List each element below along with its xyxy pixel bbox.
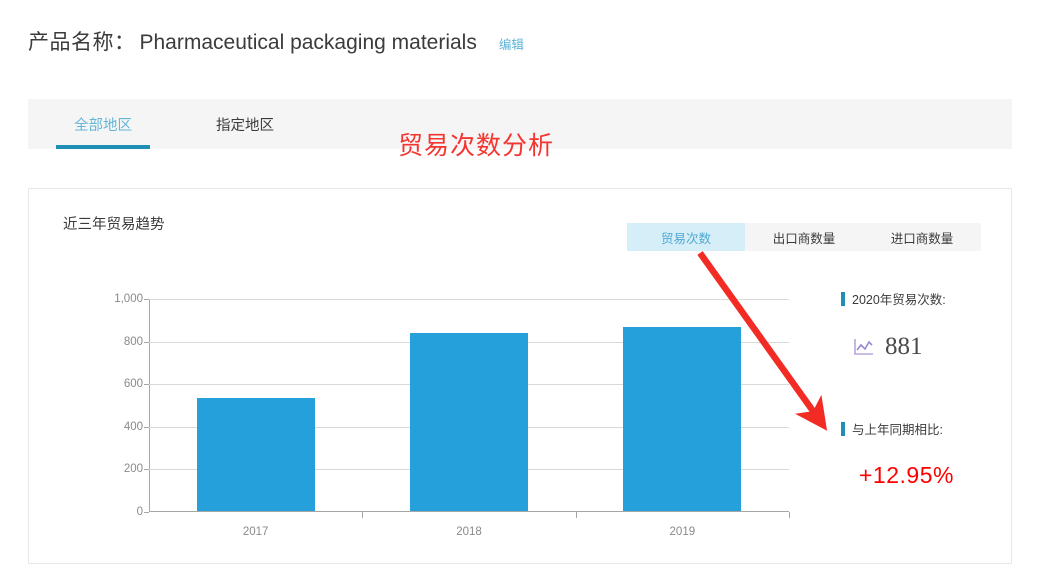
- y-axis-tick: [144, 426, 149, 428]
- x-axis-line: [149, 511, 789, 512]
- x-axis-label: 2018: [456, 526, 482, 538]
- y-axis-label: 400: [123, 420, 143, 433]
- metric-segmented-control: 贸易次数 出口商数量 进口商数量: [627, 223, 981, 251]
- chart-bar[interactable]: [410, 333, 528, 511]
- tab-all-regions[interactable]: 全部地区: [56, 99, 150, 149]
- y-axis-tick: [144, 341, 149, 343]
- yoy-compare-label: 与上年同期相比:: [841, 419, 1011, 438]
- region-tabbar: 全部地区 指定地区: [28, 99, 1012, 149]
- trade-count-row: 881: [853, 334, 1011, 359]
- y-axis-label: 600: [123, 378, 143, 391]
- line-chart-icon-svg: [854, 338, 873, 355]
- x-axis-label: 2017: [242, 526, 269, 538]
- chart-bar[interactable]: [623, 327, 742, 511]
- x-axis-label: 2019: [669, 526, 696, 538]
- yoy-compare-value: +12.95%: [859, 462, 954, 488]
- chart-plot-area: 0 200 400 600 800 1,000 2017 2018 2019: [114, 293, 790, 538]
- trade-trend-card: 近三年贸易趋势 贸易次数 出口商数量 进口商数量 0 200 400 600 800 1,…: [28, 188, 1012, 564]
- segment-trade-count[interactable]: 贸易次数: [627, 223, 745, 251]
- y-axis-tick: [144, 299, 149, 300]
- chart-bar[interactable]: [196, 398, 315, 511]
- y-axis-label: 200: [123, 463, 143, 476]
- y-axis-tick: [144, 384, 149, 386]
- trade-count-value: 881: [885, 333, 923, 360]
- y-axis-label: 1,000: [114, 293, 143, 305]
- trade-count-label: 2020年贸易次数:: [841, 289, 1011, 308]
- product-name-label: 产品名称：: [28, 31, 136, 54]
- segment-exporter-count[interactable]: 出口商数量: [745, 223, 863, 251]
- line-chart-icon: [853, 337, 875, 357]
- x-axis-tick: [575, 512, 577, 518]
- edit-link[interactable]: 编辑: [498, 38, 524, 52]
- compare-block: 与上年同期相比: +12.95%: [841, 419, 1011, 489]
- y-axis-line: [149, 299, 150, 512]
- x-axis-tick: [362, 512, 364, 518]
- y-axis-label: 800: [123, 335, 143, 348]
- chart-gridline: [149, 299, 789, 300]
- product-name-value: Pharmaceutical packaging materials: [139, 31, 477, 54]
- page-header: 产品名称： Pharmaceutical packaging materials…: [28, 26, 524, 56]
- segment-importer-count[interactable]: 进口商数量: [863, 223, 981, 251]
- y-axis-tick: [144, 469, 149, 471]
- stats-panel: 2020年贸易次数: 881 与上年同期相比: +12.95%: [841, 289, 1011, 489]
- card-title: 近三年贸易趋势: [63, 217, 165, 233]
- y-axis-tick: [144, 512, 149, 513]
- tab-specified-region[interactable]: 指定地区: [216, 117, 274, 134]
- x-axis-tick: [789, 512, 790, 518]
- y-axis-label: 0: [136, 506, 143, 518]
- bar-chart: 0 200 400 600 800 1,000 2017 2018 2019: [29, 281, 819, 551]
